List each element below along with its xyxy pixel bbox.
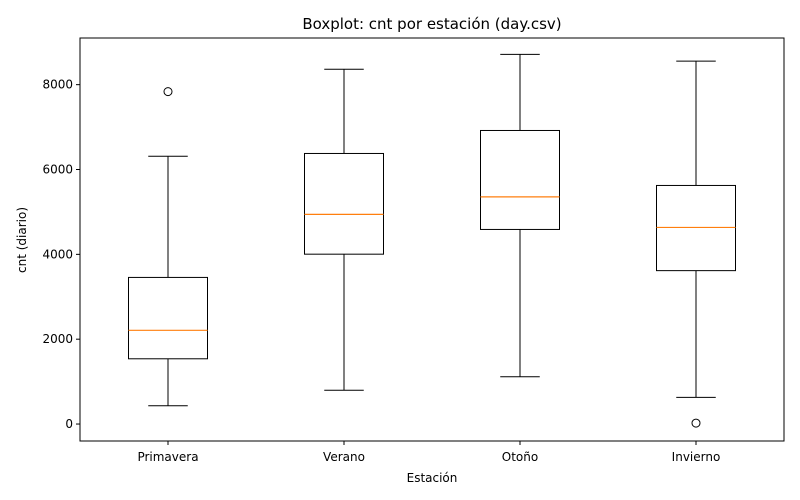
chart-title: Boxplot: cnt por estación (day.csv) [302, 15, 561, 33]
x-tick-label: Otoño [502, 450, 538, 464]
box-verano [304, 152, 384, 255]
x-tick-label: Primavera [137, 450, 198, 464]
y-tick-label: 4000 [42, 247, 73, 261]
flier-point [163, 87, 173, 97]
axes-frame [79, 37, 785, 442]
x-axis-label: Estación [407, 471, 458, 485]
y-tick-label: 6000 [42, 163, 73, 177]
y-tick-label: 2000 [42, 332, 73, 346]
flier-point [691, 418, 701, 428]
plot-area: 0 2000 4000 6000 8000 Primavera Verano Otoño Inv… [42, 37, 785, 464]
box-primavera [128, 276, 208, 360]
x-tick-label: Invierno [672, 450, 721, 464]
y-tick-label: 8000 [42, 78, 73, 92]
y-tick-label: 0 [65, 417, 73, 431]
y-axis-label: cnt (diario) [15, 207, 29, 273]
x-tick-label: Verano [323, 450, 365, 464]
box-otoño [480, 129, 560, 230]
